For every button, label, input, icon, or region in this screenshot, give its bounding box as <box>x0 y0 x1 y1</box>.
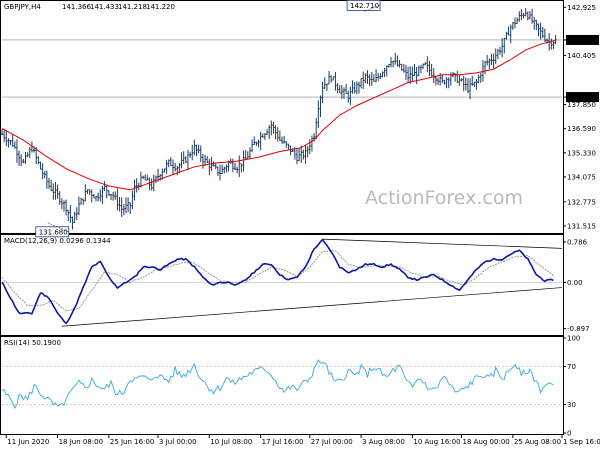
price-axis-tick-bg <box>566 92 599 103</box>
price-axis-tick-label: 136.590 <box>567 125 596 133</box>
rsi-line <box>1 359 554 410</box>
x-axis-tick-label: 1 Sep 16:00 <box>563 438 600 446</box>
macd-panel-frame <box>0 234 564 336</box>
macd-signal-line <box>1 249 554 312</box>
rsi-label: RSI(14) 50.1900 <box>4 339 61 347</box>
rsi-panel-frame <box>0 336 564 435</box>
x-axis-tick-label: 25 Aug 08:00 <box>514 438 561 446</box>
price-close: 141.220 <box>146 3 175 11</box>
macd-axis-tick-label: 0.00 <box>567 279 583 287</box>
watermark: ActionForex.com <box>365 187 523 209</box>
x-axis-tick-label: 3 Aug 08:00 <box>362 438 405 446</box>
x-axis-tick-label: 27 Jul 00:00 <box>311 438 353 446</box>
rsi-axis-tick-label: 0 <box>567 430 571 438</box>
price-low: 141.218 <box>118 3 147 11</box>
x-axis-tick-label: 25 Jun 16:00 <box>110 438 154 446</box>
macd-label: MACD(12,26,9) 0.0296 0.1344 <box>4 237 111 245</box>
macd-line <box>1 238 554 325</box>
x-axis-tick-label: 18 Aug 00:00 <box>463 438 510 446</box>
price-annotation-label: 142.710 <box>350 2 379 10</box>
price-axis-tick-label: 135.330 <box>567 149 596 157</box>
rsi-axis-tick-label: 70 <box>567 363 576 371</box>
price-axis-tick-label: 137.850 <box>567 101 596 109</box>
macd-trendline <box>61 287 563 327</box>
x-axis-tick-label: 11 Jun 2020 <box>7 438 49 446</box>
price-axis-tick-label: 140.405 <box>567 52 596 60</box>
x-axis-tick-label: 18 Jun 08:00 <box>59 438 103 446</box>
price-axis-tick-label: 138.240 <box>567 94 596 102</box>
price-panel-frame <box>0 0 564 234</box>
price-annotation-connector <box>47 222 69 233</box>
x-axis-tick-label: 10 Aug 16:00 <box>413 438 460 446</box>
rsi-axis-tick-label: 30 <box>567 401 576 409</box>
price-axis-tick-label: 134.075 <box>567 173 596 181</box>
macd-axis-tick-label: -0.897 <box>567 325 590 333</box>
price-annotation-label: 131.680 <box>39 228 68 236</box>
macd-trendline <box>322 238 563 249</box>
x-axis-tick-label: 3 Jul 00:00 <box>159 438 197 446</box>
x-axis-tick-label: 10 Jul 08:00 <box>210 438 252 446</box>
price-axis-tick-label: 131.515 <box>567 222 596 230</box>
moving-average-line <box>1 39 556 191</box>
macd-axis-tick-label: 0.786 <box>567 238 588 246</box>
price-axis-tick-label: 132.775 <box>567 198 596 206</box>
price-symbol: GBPJPY,H4 <box>4 3 41 11</box>
x-axis-tick-label: 17 Jul 16:00 <box>262 438 304 446</box>
price-open: 141.366 <box>62 3 91 11</box>
rsi-axis-tick-label: 100 <box>567 335 580 343</box>
price-axis-tick-label: 142.925 <box>567 4 596 12</box>
price-axis-tick-bg <box>566 34 599 45</box>
price-axis-tick-label: 141.220 <box>567 36 596 44</box>
price-high: 141.433 <box>90 3 119 11</box>
